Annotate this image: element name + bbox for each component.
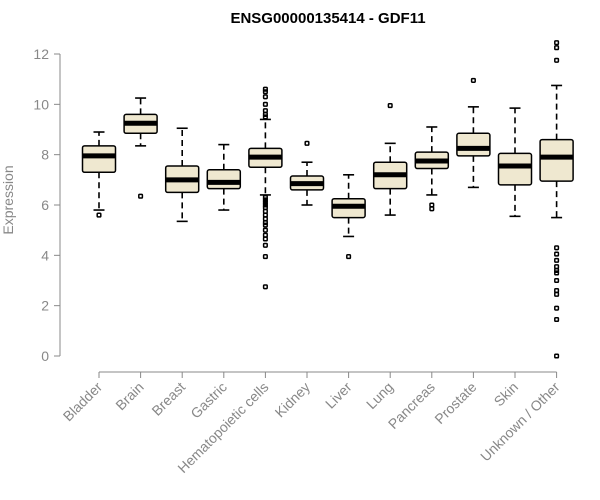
outlier-point [262, 194, 268, 200]
outlier-point [554, 57, 560, 63]
outlier-point [304, 140, 310, 146]
outlier-point [262, 227, 268, 233]
outlier-point [138, 193, 144, 199]
category-label: Liver [322, 379, 355, 412]
category-label: Lung [363, 379, 396, 412]
outlier-point [262, 220, 268, 226]
outlier-point [554, 277, 560, 284]
category-label: Unknown / Other [477, 379, 563, 465]
y-tick-label: 6 [41, 197, 49, 213]
box-unknown-other [539, 40, 574, 359]
y-tick-label: 10 [33, 96, 49, 112]
box-breast [164, 127, 200, 223]
outlier-point [554, 305, 560, 311]
box-prostate [456, 77, 491, 189]
outlier-point [554, 353, 560, 359]
box-iqr [539, 138, 574, 182]
category-label: Breast [148, 379, 188, 419]
outlier-point [554, 257, 560, 263]
y-tick-label: 2 [41, 298, 49, 314]
box-skin [497, 107, 533, 218]
outlier-point [554, 251, 560, 257]
outlier-point [96, 212, 102, 218]
y-tick-label: 0 [41, 348, 49, 364]
outlier-point [262, 222, 268, 228]
outlier-point [554, 267, 560, 273]
y-tick-label: 12 [33, 46, 49, 62]
outlier-point [554, 270, 560, 276]
box-brain [123, 97, 158, 199]
outlier-point [262, 89, 268, 95]
outlier-point [470, 77, 476, 83]
box-gastric [206, 143, 242, 211]
outlier-point [554, 40, 560, 46]
outlier-point [262, 199, 268, 206]
outlier-point [429, 206, 435, 212]
outlier-point [262, 94, 268, 100]
box-liver [331, 174, 366, 260]
box-bladder [81, 131, 117, 218]
chart-title: ENSG00000135414 - GDF11 [230, 10, 425, 27]
box-hematopoietic-cells [248, 86, 283, 290]
outlier-point [262, 197, 268, 203]
outlier-point [554, 45, 560, 51]
box-iqr [497, 152, 533, 186]
axes: 0 2 4 6 8 10 12 [33, 46, 558, 378]
box-kidney [289, 140, 325, 206]
box-iqr [81, 145, 117, 174]
outlier-point [262, 284, 268, 290]
outlier-point [262, 236, 268, 242]
y-axis-label: Expression [0, 165, 16, 234]
outlier-point [262, 114, 268, 120]
box-iqr [206, 169, 242, 190]
outlier-point [554, 245, 560, 251]
box-iqr [456, 132, 491, 157]
y-tick-label: 8 [41, 147, 49, 163]
outlier-point [262, 86, 268, 92]
outlier-point [262, 242, 268, 248]
outlier-point [554, 291, 560, 297]
category-label: Kidney [272, 379, 314, 421]
outlier-point [262, 254, 268, 260]
outlier-point [554, 316, 560, 323]
outlier-point [346, 254, 352, 260]
outlier-point [262, 202, 268, 208]
outlier-point [262, 101, 268, 107]
box-pancreas [414, 126, 450, 212]
outlier-point [262, 111, 268, 117]
category-label: Bladder [60, 379, 106, 425]
category-label: Prostate [431, 379, 479, 427]
outlier-point [387, 103, 393, 109]
boxes-group [81, 40, 574, 359]
category-label: Skin [491, 379, 522, 410]
y-tick-label: 4 [41, 247, 49, 263]
box-lung [372, 103, 408, 216]
category-label: Brain [112, 379, 146, 413]
